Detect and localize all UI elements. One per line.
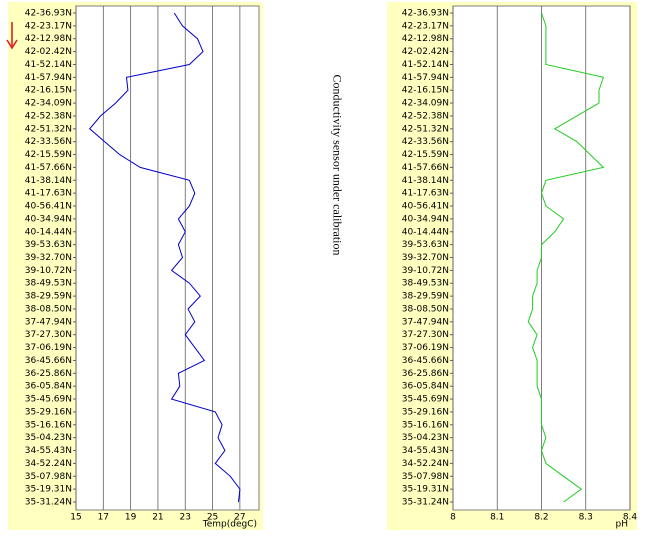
y-tick-label: 38-29.59N (402, 292, 449, 302)
y-tick-label: 39-10.72N (402, 266, 449, 276)
y-tick-label: 35-45.69N (25, 395, 72, 405)
x-tick-label: 27 (234, 513, 245, 523)
x-tick-label: 25 (207, 513, 218, 523)
y-tick-label: 35-29.16N (25, 407, 72, 417)
y-tick-label: 35-31.24N (25, 498, 72, 508)
y-tick-label: 40-14.44N (402, 227, 449, 237)
y-tick-label: 35-19.31N (25, 485, 72, 495)
y-tick-label: 42-12.98N (402, 34, 449, 44)
x-tick-label: 19 (125, 513, 137, 523)
x-tick-label: 8 (450, 513, 456, 523)
y-tick-label: 35-16.16N (402, 420, 449, 430)
y-tick-label: 41-57.94N (402, 73, 449, 83)
x-tick-label: 23 (180, 513, 191, 523)
data-line (88, 12, 241, 503)
y-tick-label: 35-45.69N (402, 395, 449, 405)
y-tick-label: 41-52.14N (25, 60, 72, 70)
y-tick-label: 41-38.14N (402, 176, 449, 186)
y-tick-label: 35-29.16N (402, 407, 449, 417)
y-tick-label: 37-06.19N (25, 343, 72, 353)
y-tick-label: 36-25.86N (402, 369, 449, 379)
y-tick-label: 42-02.42N (25, 47, 72, 57)
y-tick-label: 40-14.44N (25, 227, 72, 237)
y-tick-label: 42-12.98N (25, 34, 72, 44)
x-axis-label: pH (616, 520, 628, 530)
y-tick-label: 38-08.50N (402, 304, 449, 314)
y-tick-label: 37-47.94N (25, 317, 72, 327)
y-tick-label: 38-29.59N (25, 292, 72, 302)
y-tick-label: 42-16.15N (402, 86, 449, 96)
x-tick-label: 21 (152, 513, 163, 523)
arrow-head (6, 39, 18, 50)
y-tick-label: 34-55.43N (25, 446, 72, 456)
x-tick-label: 8.3 (579, 513, 593, 523)
y-tick-label: 35-31.24N (402, 498, 449, 508)
y-tick-label: 40-34.94N (402, 214, 449, 224)
y-tick-label: 41-52.14N (402, 60, 449, 70)
y-tick-label: 35-16.16N (25, 420, 72, 430)
y-tick-label: 42-16.15N (25, 86, 72, 96)
data-line (527, 12, 605, 503)
x-tick-label: 8.4 (623, 513, 638, 523)
y-tick-label: 39-53.63N (25, 240, 72, 250)
y-tick-label: 42-02.42N (402, 47, 449, 57)
x-axis-label: Temp(degC) (202, 520, 257, 530)
y-tick-label: 42-23.17N (25, 21, 72, 31)
y-tick-label: 37-27.30N (402, 330, 449, 340)
y-tick-label: 41-17.63N (402, 189, 449, 199)
y-tick-label: 35-19.31N (402, 485, 449, 495)
y-tick-label: 36-05.84N (25, 382, 72, 392)
annotation: Conductivity sensor under calibration (330, 75, 344, 256)
y-tick-label: 39-32.70N (25, 253, 72, 263)
y-tick-label: 42-15.59N (402, 150, 449, 160)
y-tick-label: 41-17.63N (25, 189, 72, 199)
y-tick-label: 37-47.94N (402, 317, 449, 327)
y-tick-label: 40-34.94N (25, 214, 72, 224)
y-tick-label: 41-57.66N (402, 163, 449, 173)
x-tick-label: 17 (98, 513, 109, 523)
y-tick-label: 42-36.93N (25, 9, 72, 19)
y-tick-label: 39-10.72N (25, 266, 72, 276)
y-tick-label: 42-33.56N (25, 137, 72, 147)
y-tick-label: 41-38.14N (25, 176, 72, 186)
y-tick-label: 42-23.17N (402, 21, 449, 31)
x-tick-label: 8.1 (490, 513, 504, 523)
y-tick-label: 37-06.19N (402, 343, 449, 353)
y-tick-label: 35-04.23N (25, 433, 72, 443)
y-tick-label: 42-52.38N (25, 111, 72, 121)
y-tick-label: 40-56.41N (25, 202, 72, 212)
y-tick-label: 42-34.09N (402, 99, 449, 109)
y-tick-label: 42-15.59N (25, 150, 72, 160)
y-tick-label: 42-34.09N (25, 99, 72, 109)
y-tick-label: 42-51.32N (402, 124, 449, 134)
y-tick-label: 36-45.66N (402, 356, 449, 366)
y-tick-label: 39-32.70N (402, 253, 449, 263)
x-tick-label: 8.2 (534, 513, 548, 523)
y-tick-label: 42-52.38N (402, 111, 449, 121)
y-tick-label: 38-49.53N (25, 279, 72, 289)
x-tick-label: 15 (70, 513, 81, 523)
y-tick-label: 35-07.98N (402, 472, 449, 482)
y-tick-label: 41-57.94N (25, 73, 72, 83)
y-tick-label: 36-05.84N (402, 382, 449, 392)
y-tick-label: 38-08.50N (25, 304, 72, 314)
y-tick-label: 39-53.63N (402, 240, 449, 250)
y-tick-label: 36-45.66N (25, 356, 72, 366)
y-tick-label: 38-49.53N (402, 279, 449, 289)
y-tick-label: 37-27.30N (25, 330, 72, 340)
y-tick-label: 42-33.56N (402, 137, 449, 147)
y-tick-label: 36-25.86N (25, 369, 72, 379)
y-tick-label: 42-51.32N (25, 124, 72, 134)
y-tick-label: 35-04.23N (402, 433, 449, 443)
y-tick-label: 34-52.24N (402, 459, 449, 469)
y-tick-label: 35-07.98N (25, 472, 72, 482)
y-tick-label: 34-55.43N (402, 446, 449, 456)
y-tick-label: 41-57.66N (25, 163, 72, 173)
y-tick-label: 42-36.93N (402, 9, 449, 19)
y-tick-label: 34-52.24N (25, 459, 72, 469)
y-tick-label: 40-56.41N (402, 202, 449, 212)
